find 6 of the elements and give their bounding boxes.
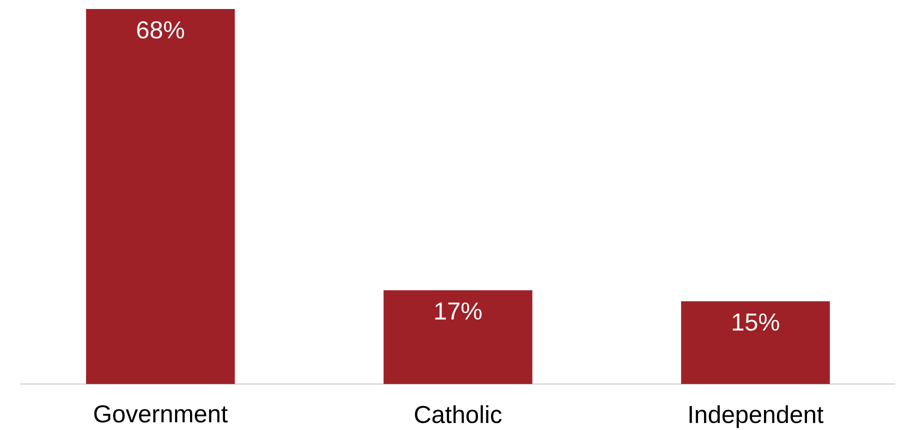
data-label: 17% xyxy=(435,302,482,320)
x-tick-label: Catholic xyxy=(414,405,502,424)
data-label: 68% xyxy=(137,21,184,39)
x-tick-label: Independent xyxy=(690,405,824,428)
data-label: 15% xyxy=(732,313,780,331)
x-tick-label: Government xyxy=(94,405,228,423)
